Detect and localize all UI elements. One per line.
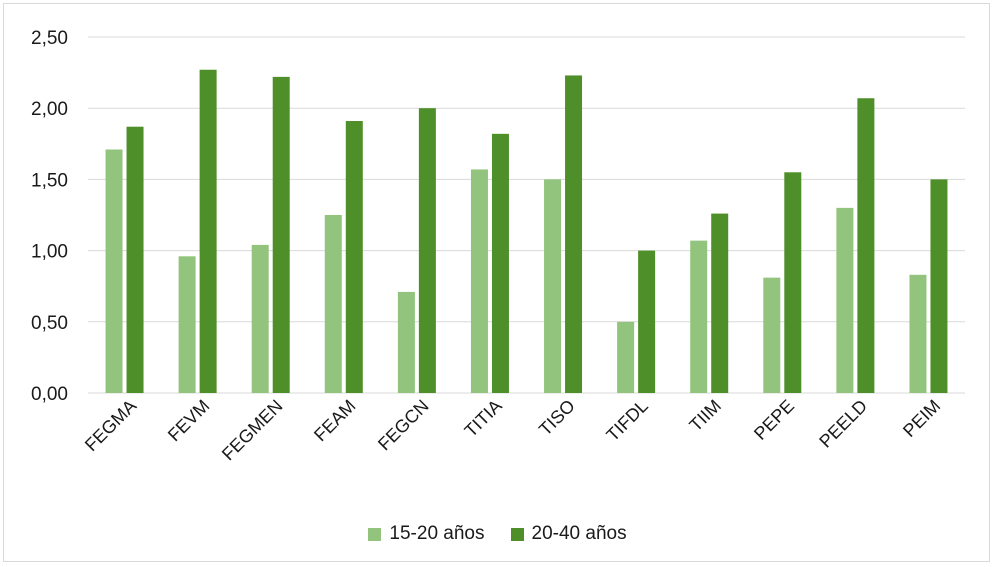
x-tick-label-pepe: PEPE xyxy=(750,396,798,444)
bar-series-1-tifdl xyxy=(617,321,635,393)
bars xyxy=(105,69,948,394)
y-axis: 0,00 0,50 1,00 1,50 2,00 2,50 xyxy=(31,28,68,405)
x-tick-label-peim: PEIM xyxy=(899,396,944,441)
legend-swatch-series-2 xyxy=(510,527,524,541)
x-tick-label-tiso: TISO xyxy=(535,396,579,440)
bar-series-2-tiim xyxy=(711,213,729,393)
y-tick-label: 1,50 xyxy=(31,170,68,191)
x-axis: FEGMA FEVM FEGMEN FEAM FEGCN TITIA TISO TIFDL TI… xyxy=(81,396,944,465)
y-tick-label: 2,50 xyxy=(31,28,68,49)
bar-series-2-peeld xyxy=(857,98,875,394)
bar-series-2-fevm xyxy=(199,69,217,393)
bar-series-1-fegmen xyxy=(251,244,269,393)
legend-label-series-1: 15-20 años xyxy=(389,523,485,544)
legend-swatch-series-1 xyxy=(368,527,382,541)
bar-series-2-pepe xyxy=(784,172,802,393)
bar-series-1-pepe xyxy=(763,277,781,393)
x-tick-label-titia: TITIA xyxy=(461,396,506,441)
legend-item-series-1: 15-20 años xyxy=(368,523,485,545)
legend: 15-20 años 20-40 años xyxy=(0,519,995,549)
bar-series-1-tiim xyxy=(690,240,708,393)
bar-series-2-fegma xyxy=(126,126,144,393)
x-tick-label-tiim: TIIM xyxy=(685,396,725,436)
bar-series-1-peeld xyxy=(836,207,854,393)
legend-item-series-2: 20-40 años xyxy=(510,523,627,545)
y-tick-label: 2,00 xyxy=(31,99,68,120)
y-tick-label: 1,00 xyxy=(31,242,68,263)
y-tick-label: 0,50 xyxy=(31,313,68,334)
bar-series-1-fegma xyxy=(105,149,123,393)
bar-series-2-tiso xyxy=(565,75,583,393)
x-tick-label-feam: FEAM xyxy=(310,396,360,446)
bar-series-1-feam xyxy=(324,215,342,393)
bar-series-1-peim xyxy=(909,274,927,393)
bar-series-2-fegcn xyxy=(418,108,436,393)
legend-label-series-2: 20-40 años xyxy=(531,523,627,544)
bar-series-2-titia xyxy=(491,133,509,393)
bar-series-2-tifdl xyxy=(638,250,656,393)
y-tick-label: 0,00 xyxy=(31,384,68,405)
x-tick-label-fegcn: FEGCN xyxy=(374,396,433,455)
bar-series-1-fevm xyxy=(178,256,196,393)
x-tick-label-fegmen: FEGMEN xyxy=(218,396,287,465)
bar-series-1-tiso xyxy=(544,179,562,393)
bar-series-2-fegmen xyxy=(272,76,290,393)
x-tick-label-fevm: FEVM xyxy=(164,396,214,446)
gridlines xyxy=(88,36,965,394)
x-tick-label-fegma: FEGMA xyxy=(81,396,140,455)
bar-series-1-fegcn xyxy=(397,291,415,393)
bar-series-1-titia xyxy=(470,169,488,393)
x-tick-label-peeld: PEELD xyxy=(815,396,871,452)
bar-series-2-feam xyxy=(345,121,363,394)
bar-series-2-peim xyxy=(930,179,948,393)
x-tick-label-tifdl: TIFDL xyxy=(602,396,652,446)
